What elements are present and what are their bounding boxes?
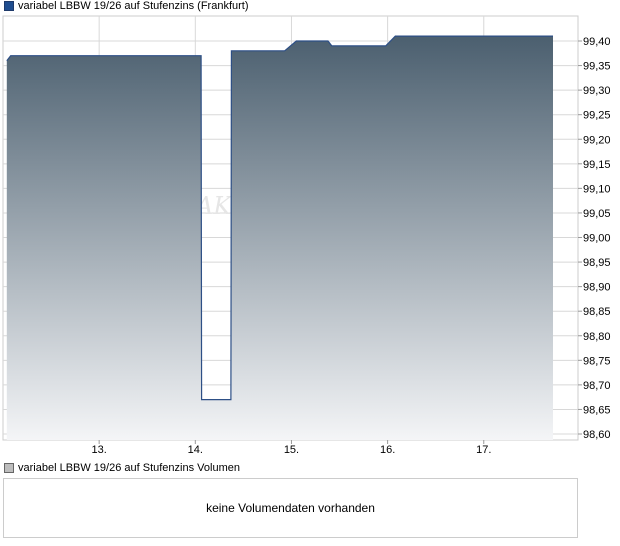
y-tick-label: 98,85 (583, 306, 611, 318)
x-tick-label: 13. (92, 444, 107, 456)
y-tick-label: 99,15 (583, 159, 611, 171)
y-tick-label: 98,65 (583, 404, 611, 416)
x-tick-label: 15. (284, 444, 299, 456)
y-tick-label: 98,70 (583, 380, 611, 392)
y-tick-label: 99,00 (583, 233, 611, 245)
y-tick-label: 99,35 (583, 61, 611, 73)
price-line (6, 35, 553, 401)
x-tick-label: 16. (380, 444, 395, 456)
no-volume-message: keine Volumendaten vorhanden (206, 501, 375, 515)
y-axis-ticks: 99,40 99,35 99,30 99,25 99,20 99,15 99,10 99,05… (578, 36, 611, 441)
volume-legend-swatch (4, 463, 14, 473)
y-tick-label: 99,20 (583, 134, 611, 146)
x-axis-ticks: 13. 14. 15. 16. 17. (92, 440, 491, 456)
price-legend-swatch (4, 1, 14, 11)
x-tick-label: 17. (476, 444, 491, 456)
y-tick-label: 99,05 (583, 208, 611, 220)
y-tick-label: 99,25 (583, 110, 611, 122)
price-legend: variabel LBBW 19/26 auf Stufenzins (Fran… (4, 0, 249, 12)
y-tick-label: 98,60 (583, 429, 611, 441)
price-chart: AK 99,4099,3599,3099,2599,2099,1599,1099… (2, 15, 611, 456)
y-tick-label: 98,80 (583, 331, 611, 343)
y-tick-label: 99,30 (583, 85, 611, 97)
y-tick-label: 99,40 (583, 36, 611, 48)
y-tick-label: 99,10 (583, 183, 611, 195)
volume-legend-label: variabel LBBW 19/26 auf Stufenzins Volum… (18, 462, 240, 474)
y-tick-label: 98,95 (583, 257, 611, 269)
price-legend-label: variabel LBBW 19/26 auf Stufenzins (Fran… (18, 0, 249, 12)
volume-panel: keine Volumendaten vorhanden (3, 478, 578, 538)
y-tick-label: 98,75 (583, 355, 611, 367)
x-tick-label: 14. (188, 444, 203, 456)
volume-legend: variabel LBBW 19/26 auf Stufenzins Volum… (4, 462, 240, 474)
price-area (6, 36, 554, 440)
y-tick-label: 98,90 (583, 282, 611, 294)
